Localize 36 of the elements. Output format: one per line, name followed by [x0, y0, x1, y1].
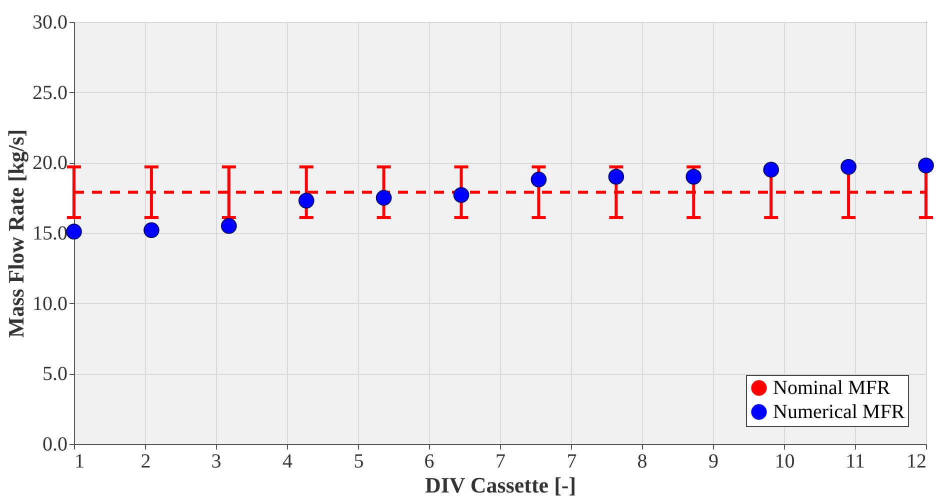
x-tick-label: 6	[424, 450, 434, 472]
y-tick-label: 10.0	[32, 292, 68, 315]
point	[918, 158, 934, 174]
point	[144, 222, 160, 238]
x-tick-label: 5	[354, 450, 364, 472]
x-tick-label: 9	[708, 450, 718, 472]
point	[66, 224, 82, 240]
point	[530, 172, 547, 188]
x-tick-label: 4	[282, 450, 292, 472]
point	[376, 190, 392, 206]
y-tick-label: 5.0	[42, 363, 68, 386]
x-tick-label: 3	[211, 450, 222, 472]
point	[453, 187, 470, 203]
x-tick-label: 8	[637, 450, 648, 472]
point	[763, 162, 780, 178]
x-tick-label: 11	[846, 450, 865, 472]
point	[840, 158, 856, 175]
x-tick-label: 7	[566, 450, 577, 472]
y-tick-label: 15.0	[32, 222, 68, 244]
y-tick-label: 0.0	[42, 434, 68, 456]
x-tick-label: 7	[496, 450, 506, 472]
y-tick-label: 20.0	[32, 152, 68, 174]
point	[686, 168, 702, 185]
y-tick-label: 25.0	[32, 82, 68, 104]
x-tick-label: 12	[906, 450, 926, 472]
y-tick-label: 30.0	[32, 12, 68, 34]
x-tick-label: 10	[774, 450, 795, 472]
x-tick-label: 1	[74, 450, 84, 472]
point	[608, 168, 624, 185]
point	[298, 192, 314, 209]
legend-label: Nominal MFR	[773, 377, 891, 399]
y-axis-title: Mass Flow Rate [kg/s]	[4, 129, 28, 338]
x-tick-label: 2	[140, 450, 151, 472]
point	[220, 218, 237, 234]
legend-label: Numerical MFR	[773, 401, 906, 423]
x-axis-title: DIV Cassette [-]	[424, 472, 576, 498]
